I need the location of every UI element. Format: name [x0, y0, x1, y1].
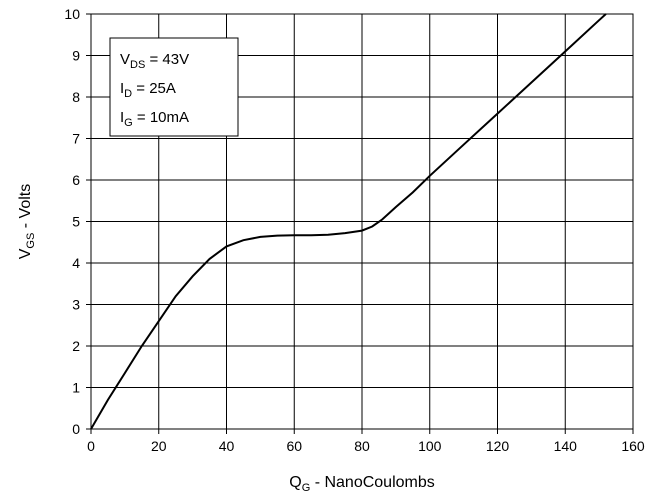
x-tick-label: 20 [151, 438, 167, 454]
gate-charge-curve [90, 13, 607, 430]
y-tick-label: 0 [72, 421, 80, 437]
y-tick-label: 4 [72, 255, 80, 271]
legend-box [109, 37, 239, 137]
y-tick-label: 3 [72, 297, 80, 313]
legend-entry-rest: = 25A [132, 80, 176, 97]
y-axis-title-sub: GS [25, 233, 37, 249]
legend-entry-sub: DS [130, 59, 145, 71]
y-tick-label: 8 [72, 89, 80, 105]
legend-entry-main: V [120, 51, 130, 68]
y-tick-label: 9 [72, 48, 80, 64]
legend-entry: ID = 25A [120, 80, 176, 100]
y-tick-label: 10 [64, 6, 80, 22]
x-tick-label: 160 [621, 438, 645, 454]
legend-entry-sub: G [124, 117, 133, 129]
x-tick-label: 140 [554, 438, 578, 454]
legend-entry: VDS = 43V [120, 51, 189, 71]
y-tick-label: 5 [72, 214, 80, 230]
x-tick-label: 80 [354, 438, 370, 454]
x-tick-label: 100 [418, 438, 442, 454]
legend-entry-main: I [120, 109, 124, 126]
x-axis-ticks: 0 20 40 60 80 100 120 140 160 [87, 429, 645, 454]
y-axis-title-main: V [17, 248, 34, 259]
y-axis-title-rest: - Volts [17, 184, 34, 233]
y-tick-label: 2 [72, 338, 80, 354]
grid-lines [90, 13, 634, 430]
legend-entry-rest: = 43V [145, 51, 189, 68]
y-axis-title: VGS - Volts [17, 184, 37, 259]
x-tick-label: 60 [286, 438, 302, 454]
x-tick-label: 120 [486, 438, 510, 454]
x-tick-label: 0 [87, 438, 95, 454]
y-axis-ticks: 0 1 2 3 4 5 6 7 8 9 10 [64, 6, 91, 437]
y-tick-label: 1 [72, 380, 80, 396]
y-tick-label: 6 [72, 172, 80, 188]
x-axis-title-rest: - NanoCoulombs [310, 474, 435, 491]
legend-entry-main: I [120, 80, 124, 97]
x-axis-title: QG - NanoCoulombs [289, 474, 435, 494]
x-tick-label: 40 [219, 438, 235, 454]
legend-entry-sub: D [124, 88, 132, 100]
legend-entry-rest: = 10mA [133, 109, 189, 126]
x-axis-title-sub: G [302, 482, 311, 494]
y-tick-label: 7 [72, 131, 80, 147]
x-axis-title-main: Q [289, 474, 301, 491]
legend-entry: IG = 10mA [120, 109, 189, 129]
